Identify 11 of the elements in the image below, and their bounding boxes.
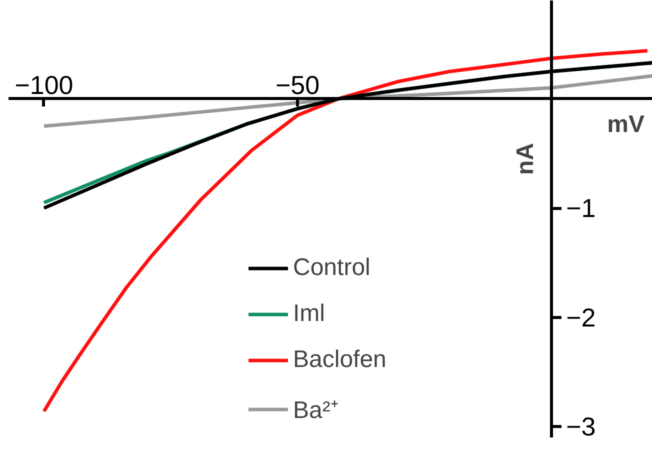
legend-label: Iml bbox=[293, 300, 325, 328]
x-axis-title: mV bbox=[607, 110, 645, 138]
y-tick-label: −2 bbox=[566, 302, 596, 332]
x-tick-label: −50 bbox=[275, 70, 320, 100]
y-tick-label: −3 bbox=[566, 412, 596, 442]
y-tick-label: −1 bbox=[566, 193, 596, 224]
x-tick-label: −100 bbox=[14, 70, 74, 100]
legend-label: Ba²⁺ bbox=[293, 396, 338, 425]
y-axis-title: nA bbox=[512, 142, 540, 175]
legend-label: Control bbox=[293, 254, 370, 282]
legend-label: Baclofen bbox=[293, 346, 386, 374]
